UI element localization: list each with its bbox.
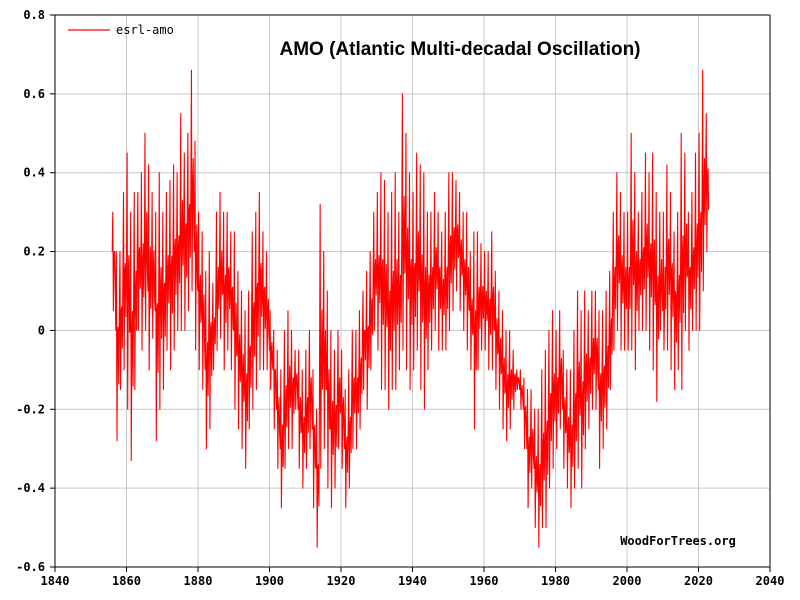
y-tick-label: 0.2 [23, 245, 45, 259]
x-tick-label: 1860 [112, 574, 141, 588]
y-tick-label: -0.2 [16, 402, 45, 416]
legend-label-esrl-amo: esrl-amo [116, 23, 174, 37]
y-tick-label: 0.8 [23, 8, 45, 22]
y-tick-label: 0.4 [23, 166, 45, 180]
x-tick-label: 1900 [255, 574, 284, 588]
y-tick-label: 0 [38, 323, 45, 337]
x-tick-label: 1980 [541, 574, 570, 588]
x-tick-label: 1940 [398, 574, 427, 588]
x-tick-label: 1960 [470, 574, 499, 588]
legend: esrl-amo [68, 23, 174, 37]
x-tick-label: 1840 [41, 574, 70, 588]
x-tick-label: 2020 [684, 574, 713, 588]
x-tick-label: 1880 [184, 574, 213, 588]
x-tick-label: 2040 [756, 574, 785, 588]
chart-title: AMO (Atlantic Multi-decadal Oscillation) [279, 39, 640, 60]
credit-text: WoodForTrees.org [620, 534, 736, 548]
x-tick-label: 1920 [327, 574, 356, 588]
series-line-esrl-amo [111, 69, 710, 548]
y-tick-label: 0.6 [23, 87, 45, 101]
x-tick-label: 2000 [613, 574, 642, 588]
y-axis-ticks: -0.6 -0.4 -0.2 0 0.2 0.4 0.6 0.8 [16, 8, 55, 574]
series-layer [111, 69, 710, 548]
y-tick-label: -0.4 [16, 481, 45, 495]
x-axis-ticks: 1840 1860 1880 1900 1920 1940 1960 1980 2000 2020… [41, 567, 785, 588]
y-tick-label: -0.6 [16, 560, 45, 574]
gridlines [55, 15, 770, 567]
